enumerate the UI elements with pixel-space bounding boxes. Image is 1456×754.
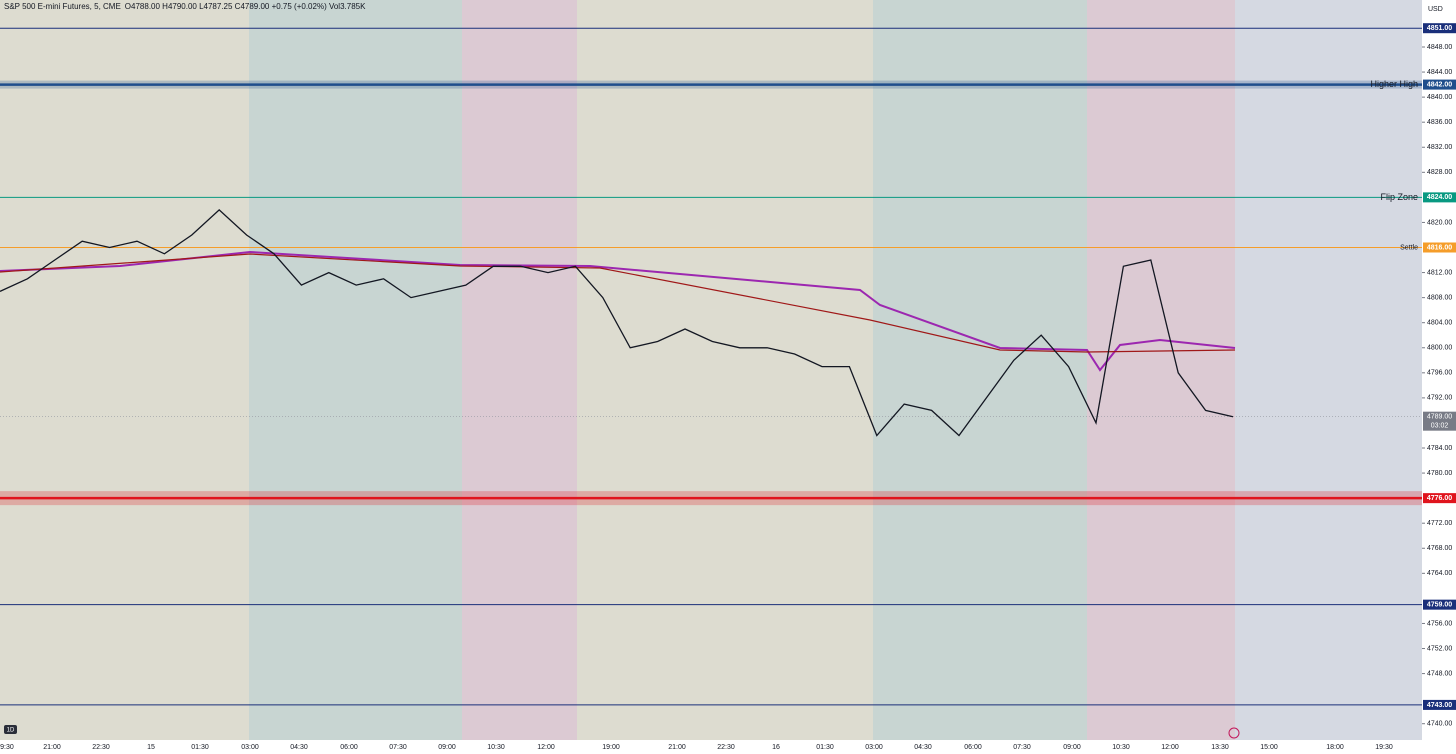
y-tick-label: 4772.00 — [1427, 520, 1452, 527]
x-tick-label: 12:00 — [537, 744, 555, 751]
y-tick-label: 4752.00 — [1427, 645, 1452, 652]
level-label: 4851.00 — [1427, 25, 1452, 32]
y-tick-label: 4796.00 — [1427, 370, 1452, 377]
session-bg — [462, 0, 577, 740]
current-price-label: 4789.00 — [1427, 414, 1452, 421]
x-tick-label: 13:30 — [1211, 744, 1229, 751]
countdown-label: 03:02 — [1431, 423, 1449, 430]
price-axis — [1422, 0, 1456, 754]
currency: USD — [1428, 6, 1443, 13]
x-tick-label: 15 — [147, 744, 155, 751]
x-tick-label: 22:30 — [717, 744, 735, 751]
y-tick-label: 4848.00 — [1427, 44, 1452, 51]
x-tick-label: 04:30 — [914, 744, 932, 751]
y-tick-label: 4756.00 — [1427, 620, 1452, 627]
y-tick-label: 4820.00 — [1427, 219, 1452, 226]
ohlc: O4788.00 H4790.00 L4787.25 C4789.00 +0.7… — [124, 2, 366, 11]
session-bg — [577, 0, 873, 740]
price-line — [0, 209, 1234, 437]
x-tick-label: 19:30 — [1375, 744, 1393, 751]
session-bg — [0, 0, 249, 740]
x-tick-label: 07:30 — [389, 744, 407, 751]
average-curve — [0, 253, 1236, 353]
y-tick-label: 4792.00 — [1427, 395, 1452, 402]
time-axis — [0, 740, 1422, 754]
y-tick-label: 4812.00 — [1427, 269, 1452, 276]
x-tick-label: 03:00 — [241, 744, 259, 751]
vwap-curve — [0, 250, 1236, 372]
session-bg — [249, 0, 462, 740]
x-tick-label: 07:30 — [1013, 744, 1031, 751]
level-tag — [1423, 493, 1456, 504]
x-tick-label: 09:00 — [1063, 744, 1081, 751]
x-tick-label: 21:00 — [668, 744, 686, 751]
level-tag — [1423, 699, 1456, 710]
x-tick-label: 15:00 — [1260, 744, 1278, 751]
y-tick-label: 4748.00 — [1427, 670, 1452, 677]
range-button-label[interactable]: 1D — [7, 728, 15, 734]
x-tick-label: 09:00 — [438, 744, 456, 751]
current-price-tag — [1423, 411, 1456, 431]
x-tick-label: 03:00 — [865, 744, 883, 751]
x-tick-label: 19:00 — [602, 744, 620, 751]
y-tick-label: 4828.00 — [1427, 169, 1452, 176]
level-tag — [1423, 242, 1456, 253]
y-tick-label: 4764.00 — [1427, 570, 1452, 577]
y-tick-label: 4784.00 — [1427, 445, 1452, 452]
session-bg — [1235, 0, 1422, 740]
x-tick-label: 01:30 — [816, 744, 834, 751]
x-tick-label: 10:30 — [487, 744, 505, 751]
range-button[interactable] — [4, 725, 17, 734]
level-tag — [1423, 23, 1456, 34]
x-tick-label: 04:30 — [290, 744, 308, 751]
level-note: Settle — [1400, 244, 1418, 251]
header: S&P 500 E-mini Futures, 5, CME O4788.00 H… — [4, 2, 369, 11]
y-tick-label: 4800.00 — [1427, 345, 1452, 352]
level-label: 4776.00 — [1427, 495, 1452, 502]
y-tick-label: 4840.00 — [1427, 94, 1452, 101]
level-label: 4842.00 — [1427, 81, 1452, 88]
x-tick-label: 12:00 — [1161, 744, 1179, 751]
level-label: 4816.00 — [1427, 244, 1452, 251]
y-tick-label: 4836.00 — [1427, 119, 1452, 126]
x-tick-label: 06:00 — [340, 744, 358, 751]
session-bg — [1087, 0, 1235, 740]
symbol: S&P 500 E-mini Futures, 5, CME — [4, 2, 121, 11]
level-label: 4743.00 — [1427, 702, 1452, 709]
x-tick-label: 10:30 — [1112, 744, 1130, 751]
y-tick-label: 4780.00 — [1427, 470, 1452, 477]
level-tag — [1423, 79, 1456, 90]
x-tick-label: 21:00 — [43, 744, 61, 751]
y-tick-label: 4768.00 — [1427, 545, 1452, 552]
session-bg — [873, 0, 1087, 740]
y-tick-label: 4832.00 — [1427, 144, 1452, 151]
y-tick-label: 4808.00 — [1427, 294, 1452, 301]
x-tick-label: 16 — [772, 744, 780, 751]
x-tick-label: 22:30 — [92, 744, 110, 751]
level-label: 4759.00 — [1427, 602, 1452, 609]
x-tick-label: 18:00 — [1326, 744, 1344, 751]
level-note: Flip Zone — [1380, 192, 1418, 202]
x-tick-label: 19:30 — [0, 744, 14, 751]
level-note: Higher High — [1370, 79, 1418, 89]
level-tag — [1423, 599, 1456, 610]
x-tick-label: 01:30 — [191, 744, 209, 751]
y-tick-label: 4844.00 — [1427, 69, 1452, 76]
x-tick-label: 06:00 — [964, 744, 982, 751]
alert-icon[interactable] — [1228, 727, 1240, 739]
y-tick-label: 4740.00 — [1427, 721, 1452, 728]
level-tag — [1423, 192, 1456, 203]
level-label: 4824.00 — [1427, 194, 1452, 201]
y-tick-label: 4804.00 — [1427, 320, 1452, 327]
